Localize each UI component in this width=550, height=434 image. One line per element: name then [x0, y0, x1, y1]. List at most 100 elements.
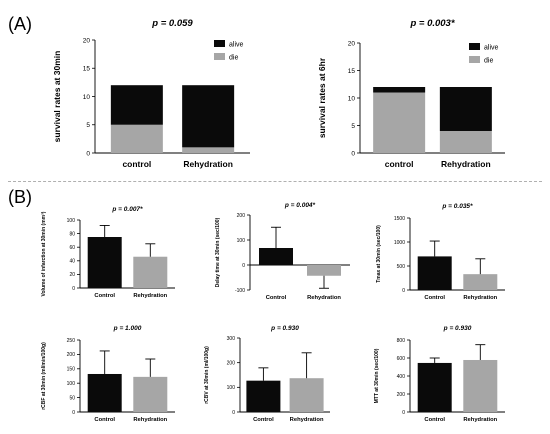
legend-swatch-die	[214, 53, 225, 60]
category-label: Rehydration	[183, 159, 233, 169]
bar-control	[87, 237, 122, 288]
chart-b3: p = 0.035* Tmax at 30min (sec/100) 0 500 100…	[376, 203, 505, 301]
y-tick-label: 200	[67, 352, 76, 358]
y-tick-label: 10	[348, 95, 356, 102]
panel-label-a: (A)	[8, 14, 32, 34]
y-tick-label: 800	[397, 338, 406, 344]
y-tick-label: 500	[397, 264, 406, 270]
chart-a2: p = 0.003* survival rates at 6hr 0 5 10 15 20 a…	[317, 18, 505, 169]
chart-title: p = 0.930	[443, 325, 472, 332]
chart-b5: p = 0.930 rCBV at 30min (ml/100g) 0 100 200 3…	[204, 325, 330, 423]
y-axis-label: Delay time at 30min (sec/100)	[215, 217, 221, 287]
category-label: Rehydration	[133, 293, 167, 299]
legend-label-alive: alive	[229, 42, 244, 49]
bar-alive-rehydration	[439, 87, 492, 131]
category-label: control	[122, 159, 151, 169]
y-tick-label: 400	[397, 374, 406, 380]
section-divider	[8, 181, 542, 182]
chart-title: p = 0.059	[151, 18, 193, 29]
y-tick-label: -100	[235, 288, 245, 294]
y-tick-label: 50	[69, 395, 75, 401]
y-tick-label: 200	[397, 392, 406, 398]
y-axis-label: survival rates at 30min	[52, 51, 62, 143]
y-tick-label: 1000	[394, 240, 405, 246]
category-label: Control	[424, 417, 445, 423]
y-tick-label: 200	[237, 213, 246, 219]
chart-title: p = 0.035*	[441, 203, 473, 210]
category-label: Rehydration	[463, 295, 497, 301]
bar-control	[417, 256, 452, 290]
bar-rehydration	[289, 378, 324, 412]
y-tick-label: 15	[83, 66, 91, 73]
bar-control	[417, 362, 452, 412]
legend-label-die: die	[229, 55, 238, 62]
category-label: Control	[94, 417, 115, 423]
category-label: control	[385, 159, 414, 169]
chart-a1: p = 0.059 survival rates at 30min 0 5 10 15 20…	[52, 18, 250, 169]
y-tick-label: 15	[348, 68, 356, 75]
y-tick-label: 100	[67, 218, 76, 224]
bar-rehydration	[133, 256, 168, 288]
chart-title: p = 0.003*	[409, 18, 455, 29]
bar-control	[87, 373, 122, 412]
panel-label-b: (B)	[8, 187, 32, 207]
bar-control	[259, 248, 293, 265]
legend-swatch-alive	[469, 43, 480, 50]
legend-label-die: die	[484, 58, 493, 65]
y-tick-label: 0	[86, 150, 90, 157]
legend-swatch-alive	[214, 40, 225, 47]
bar-control	[246, 380, 281, 412]
y-axis-label: MTT at 30min (sec/100)	[374, 348, 380, 403]
y-tick-label: 100	[237, 238, 246, 244]
y-axis-label: rCBF at 30min (ml/min/100g)	[41, 342, 47, 410]
category-label: Control	[266, 295, 287, 301]
bar-alive-control	[110, 85, 163, 125]
bar-die-rehydration	[182, 147, 235, 153]
chart-b1: p = 0.007* Volume of infarction at 30min …	[41, 206, 175, 299]
y-tick-label: 0	[351, 150, 355, 157]
chart-b6: p = 0.930 MTT at 30min (sec/100) 0 200 400 60…	[374, 325, 505, 423]
bar-die-control	[373, 92, 426, 153]
category-label: Rehydration	[463, 417, 497, 423]
y-axis-label: rCBV at 30min (ml/100g)	[204, 346, 210, 404]
category-label: Rehydration	[307, 295, 341, 301]
category-label: Rehydration	[441, 159, 491, 169]
category-label: Rehydration	[290, 417, 324, 423]
chart-title: p = 0.007*	[111, 206, 143, 213]
bar-rehydration	[307, 265, 341, 276]
legend-label-alive: alive	[484, 45, 499, 52]
category-label: Control	[94, 293, 115, 299]
y-tick-label: 40	[69, 259, 75, 265]
y-axis-label: Tmax at 30min (sec/100)	[376, 225, 382, 283]
bar-rehydration	[463, 274, 498, 290]
y-tick-label: 0	[232, 410, 235, 416]
bar-alive-control	[373, 87, 426, 93]
bar-rehydration	[133, 376, 168, 412]
y-axis-label: survival rates at 6hr	[317, 57, 327, 138]
y-tick-label: 10	[83, 94, 91, 101]
category-label: Control	[253, 417, 274, 423]
y-tick-label: 80	[69, 231, 75, 237]
y-tick-label: 250	[67, 338, 76, 344]
y-tick-label: 100	[227, 385, 236, 391]
y-tick-label: 5	[351, 123, 355, 130]
y-tick-label: 0	[72, 286, 75, 292]
bar-die-rehydration	[439, 131, 492, 153]
y-tick-label: 20	[83, 37, 91, 44]
y-tick-label: 300	[227, 336, 236, 342]
chart-title: p = 1.000	[113, 325, 142, 332]
chart-b2: p = 0.004* Delay time at 30min (sec/100) -…	[215, 202, 350, 301]
chart-title: p = 0.004*	[284, 202, 316, 209]
y-tick-label: 200	[227, 360, 236, 366]
chart-title: p = 0.930	[270, 325, 299, 332]
y-tick-label: 1500	[394, 216, 405, 222]
bar-rehydration	[463, 359, 498, 412]
bar-alive-rehydration	[182, 85, 235, 148]
y-tick-label: 600	[397, 356, 406, 362]
y-tick-label: 0	[242, 263, 245, 269]
category-label: Control	[424, 295, 445, 301]
y-tick-label: 5	[86, 122, 90, 129]
y-tick-label: 0	[402, 288, 405, 294]
y-tick-label: 60	[69, 245, 75, 251]
